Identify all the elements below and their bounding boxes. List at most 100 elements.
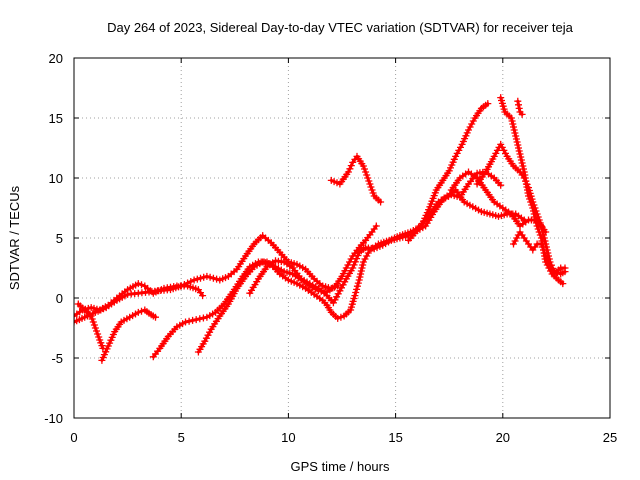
data-point: [452, 152, 460, 160]
series-trace-h: [246, 168, 505, 307]
series-trace-j: [405, 100, 492, 244]
data-point: [359, 261, 367, 269]
data-point: [201, 337, 209, 345]
data-point: [209, 274, 217, 282]
data-point: [87, 312, 95, 320]
y-tick-label: -10: [44, 411, 63, 426]
data-point: [515, 144, 522, 152]
data-point: [350, 261, 358, 269]
series-trace-i: [327, 152, 385, 206]
series-trace-n: [447, 168, 550, 236]
x-tick-label: 0: [70, 430, 77, 445]
data-point: [337, 313, 345, 321]
data-point: [468, 120, 476, 128]
data-point: [362, 168, 370, 176]
data-point: [354, 252, 362, 259]
data-point: [193, 275, 201, 283]
series-trace-m: [514, 97, 526, 118]
data-point: [213, 275, 221, 283]
data-point: [187, 278, 195, 285]
data-point: [497, 181, 505, 189]
x-tick-label: 25: [603, 430, 617, 445]
data-point: [199, 292, 207, 300]
data-point: [530, 207, 537, 215]
data-point: [342, 264, 350, 272]
data-point: [511, 129, 519, 137]
data-point: [354, 279, 362, 287]
data-point: [189, 316, 197, 324]
data-series: [74, 94, 569, 364]
data-point: [184, 279, 192, 287]
data-point: [180, 281, 188, 288]
data-point: [359, 162, 367, 170]
data-point: [190, 276, 198, 284]
y-tick-label: 5: [56, 231, 63, 246]
data-point: [497, 140, 505, 148]
data-point: [203, 272, 211, 280]
data-point: [356, 273, 364, 281]
data-point: [369, 189, 377, 197]
data-point: [152, 313, 159, 321]
series-trace-o: [510, 228, 569, 278]
data-point: [533, 222, 541, 230]
data-point: [543, 255, 551, 263]
data-point: [138, 281, 145, 289]
data-point: [525, 192, 532, 200]
data-point: [512, 132, 520, 140]
data-point: [351, 292, 359, 300]
series-trace-g: [177, 232, 342, 292]
y-tick-label: 10: [49, 171, 63, 186]
data-point: [542, 252, 550, 260]
data-point: [364, 174, 372, 182]
data-point: [338, 284, 345, 292]
data-point: [327, 284, 335, 292]
data-point: [91, 324, 99, 332]
data-point: [352, 289, 360, 296]
data-point: [490, 152, 498, 160]
data-point: [518, 110, 526, 118]
x-tick-label: 20: [496, 430, 510, 445]
data-point: [344, 261, 352, 269]
data-point: [514, 141, 522, 149]
data-point: [339, 281, 347, 289]
data-point: [559, 280, 567, 288]
data-point: [353, 255, 361, 263]
data-point: [466, 123, 474, 131]
data-point: [508, 117, 516, 125]
data-point: [204, 331, 212, 339]
data-point: [368, 186, 376, 194]
data-point: [206, 328, 214, 336]
data-point: [526, 195, 534, 203]
data-point: [492, 149, 500, 157]
data-point: [519, 162, 527, 170]
data-point: [185, 317, 193, 325]
data-point: [545, 261, 553, 269]
data-point: [336, 287, 344, 295]
data-point: [517, 156, 525, 164]
data-point: [196, 315, 204, 323]
data-point: [134, 280, 142, 288]
series-trace-e: [149, 222, 380, 361]
data-point: [528, 201, 536, 209]
data-point: [182, 318, 189, 326]
data-point: [515, 104, 523, 112]
data-point: [199, 314, 207, 322]
data-point: [200, 273, 208, 281]
data-point: [351, 258, 359, 266]
data-point: [507, 114, 515, 122]
data-point: [377, 198, 385, 206]
data-point: [347, 162, 355, 170]
data-point: [363, 252, 371, 260]
x-tick-label: 15: [388, 430, 402, 445]
data-point: [512, 135, 520, 143]
data-point: [361, 165, 368, 173]
data-point: [334, 314, 342, 322]
data-point: [514, 97, 522, 105]
data-point: [515, 101, 522, 109]
data-point: [334, 282, 342, 290]
data-point: [457, 143, 464, 151]
data-point: [493, 146, 501, 154]
data-point: [527, 198, 535, 206]
data-point: [89, 318, 97, 326]
chart-title: Day 264 of 2023, Sidereal Day-to-day VTE…: [107, 20, 574, 35]
